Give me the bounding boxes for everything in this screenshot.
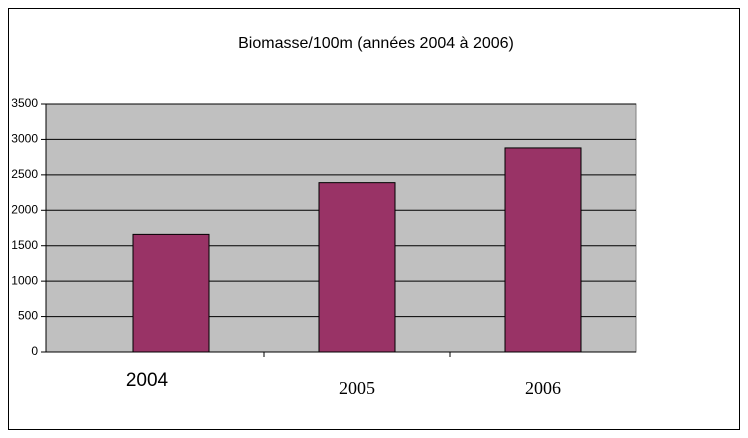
x-tick-label: 2005 <box>339 378 375 398</box>
y-tick-label: 3000 <box>11 132 38 146</box>
y-tick-label: 2500 <box>11 167 38 181</box>
y-tick-label: 1000 <box>11 273 38 287</box>
y-tick-label: 3500 <box>11 96 38 110</box>
y-tick-label: 500 <box>18 309 38 323</box>
y-tick-label: 2000 <box>11 202 38 216</box>
x-tick-label: 2006 <box>525 378 561 398</box>
bar <box>132 233 210 353</box>
bar <box>504 147 582 353</box>
chart-title: Biomasse/100m (années 2004 à 2006) <box>238 35 514 52</box>
y-tick-label: 1500 <box>11 238 38 252</box>
x-tick-label: 2004 <box>126 370 169 391</box>
bar <box>318 182 396 353</box>
y-tick-label: 0 <box>31 344 38 358</box>
